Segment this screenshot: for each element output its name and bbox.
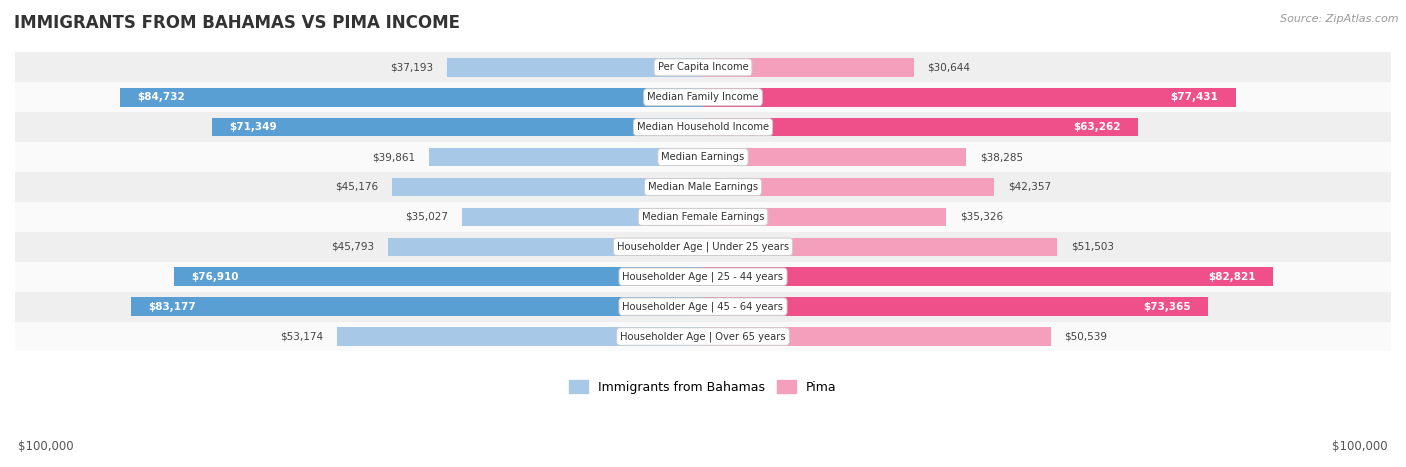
Text: Householder Age | 25 - 44 years: Householder Age | 25 - 44 years xyxy=(623,271,783,282)
Bar xyxy=(703,297,1208,316)
Text: Householder Age | Under 25 years: Householder Age | Under 25 years xyxy=(617,241,789,252)
Text: $77,431: $77,431 xyxy=(1171,92,1219,102)
Bar xyxy=(388,238,703,256)
Text: $73,365: $73,365 xyxy=(1143,302,1191,311)
Text: $45,176: $45,176 xyxy=(335,182,378,192)
Bar xyxy=(15,292,1391,322)
Text: $100,000: $100,000 xyxy=(18,440,75,453)
Text: Householder Age | 45 - 64 years: Householder Age | 45 - 64 years xyxy=(623,301,783,312)
Text: Median Family Income: Median Family Income xyxy=(647,92,759,102)
Text: Source: ZipAtlas.com: Source: ZipAtlas.com xyxy=(1281,14,1399,24)
Text: $82,821: $82,821 xyxy=(1208,272,1256,282)
Text: $35,326: $35,326 xyxy=(960,212,1002,222)
Bar xyxy=(15,232,1391,262)
Bar xyxy=(392,178,703,196)
Text: $84,732: $84,732 xyxy=(138,92,186,102)
Bar xyxy=(15,202,1391,232)
Bar xyxy=(429,148,703,166)
Bar xyxy=(703,148,966,166)
Bar xyxy=(15,262,1391,292)
Text: $38,285: $38,285 xyxy=(980,152,1024,162)
Bar xyxy=(703,88,1236,106)
Bar xyxy=(703,327,1050,346)
Bar xyxy=(703,268,1272,286)
Text: IMMIGRANTS FROM BAHAMAS VS PIMA INCOME: IMMIGRANTS FROM BAHAMAS VS PIMA INCOME xyxy=(14,14,460,32)
Bar xyxy=(703,208,946,226)
Bar xyxy=(15,52,1391,82)
Bar xyxy=(15,322,1391,352)
Text: $35,027: $35,027 xyxy=(405,212,449,222)
Bar xyxy=(703,238,1057,256)
Text: $42,357: $42,357 xyxy=(1008,182,1052,192)
Text: Median Earnings: Median Earnings xyxy=(661,152,745,162)
Text: Median Female Earnings: Median Female Earnings xyxy=(641,212,765,222)
Text: $37,193: $37,193 xyxy=(391,62,433,72)
Bar xyxy=(703,178,994,196)
Text: $51,503: $51,503 xyxy=(1071,242,1114,252)
Text: $53,174: $53,174 xyxy=(280,332,323,341)
Text: Median Male Earnings: Median Male Earnings xyxy=(648,182,758,192)
Bar xyxy=(703,118,1139,136)
Text: $30,644: $30,644 xyxy=(928,62,970,72)
Bar xyxy=(15,172,1391,202)
Bar xyxy=(337,327,703,346)
Bar xyxy=(463,208,703,226)
Bar xyxy=(212,118,703,136)
Bar xyxy=(703,58,914,77)
Bar xyxy=(174,268,703,286)
Text: Householder Age | Over 65 years: Householder Age | Over 65 years xyxy=(620,331,786,342)
Text: $71,349: $71,349 xyxy=(229,122,277,132)
Text: $39,861: $39,861 xyxy=(371,152,415,162)
Legend: Immigrants from Bahamas, Pima: Immigrants from Bahamas, Pima xyxy=(564,375,842,399)
Bar xyxy=(447,58,703,77)
Text: $50,539: $50,539 xyxy=(1064,332,1108,341)
Bar xyxy=(120,88,703,106)
Text: $83,177: $83,177 xyxy=(148,302,195,311)
Text: Median Household Income: Median Household Income xyxy=(637,122,769,132)
Bar xyxy=(131,297,703,316)
Bar xyxy=(15,112,1391,142)
Text: $63,262: $63,262 xyxy=(1074,122,1121,132)
Text: $76,910: $76,910 xyxy=(191,272,239,282)
Bar xyxy=(15,142,1391,172)
Bar xyxy=(15,82,1391,112)
Text: Per Capita Income: Per Capita Income xyxy=(658,62,748,72)
Text: $100,000: $100,000 xyxy=(1331,440,1388,453)
Text: $45,793: $45,793 xyxy=(330,242,374,252)
